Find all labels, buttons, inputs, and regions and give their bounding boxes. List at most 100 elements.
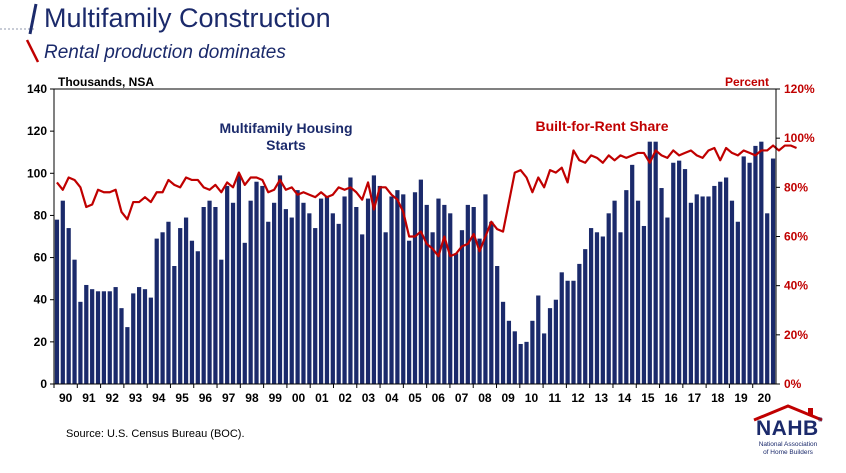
bar bbox=[84, 284, 89, 384]
bar bbox=[137, 287, 142, 384]
x-axis-tick-label: 01 bbox=[315, 391, 329, 405]
bar bbox=[594, 232, 600, 384]
bar bbox=[765, 213, 770, 384]
page-subtitle: Rental production dominates bbox=[44, 42, 286, 63]
bar bbox=[72, 259, 77, 384]
house-roof-icon bbox=[753, 404, 823, 422]
bar bbox=[606, 213, 611, 384]
bar bbox=[254, 181, 259, 384]
x-axis-tick-label: 98 bbox=[245, 391, 259, 405]
bar bbox=[618, 232, 623, 384]
bar bbox=[495, 266, 500, 384]
x-axis-tick-label: 10 bbox=[525, 391, 539, 405]
x-axis-tick-label: 91 bbox=[82, 391, 96, 405]
bar bbox=[735, 221, 740, 384]
bar bbox=[536, 295, 541, 384]
bars-annotation-line2: Starts bbox=[266, 137, 306, 153]
left-axis-tick-label: 100 bbox=[27, 166, 47, 180]
bar bbox=[412, 192, 418, 384]
bar bbox=[242, 242, 247, 384]
bar bbox=[665, 217, 670, 384]
bar bbox=[694, 194, 699, 384]
bar bbox=[647, 141, 652, 384]
bar bbox=[430, 232, 435, 384]
x-axis-tick-label: 09 bbox=[501, 391, 515, 405]
x-axis-tick-label: 18 bbox=[711, 391, 725, 405]
bar bbox=[60, 200, 65, 384]
line-annotation: Built-for-Rent Share bbox=[536, 118, 669, 134]
bar bbox=[260, 185, 265, 384]
x-axis-tick-label: 14 bbox=[618, 391, 632, 405]
nahb-logo: NAHB ® National Association of Home Buil… bbox=[748, 404, 828, 464]
bar bbox=[225, 185, 230, 384]
bar bbox=[588, 228, 594, 384]
bar bbox=[330, 213, 335, 384]
logo-wordmark: NAHB bbox=[756, 417, 819, 440]
bar bbox=[342, 196, 347, 384]
left-axis-tick-label: 20 bbox=[34, 335, 48, 349]
bar bbox=[371, 175, 377, 384]
bar bbox=[729, 200, 735, 384]
bar bbox=[213, 207, 218, 384]
bar bbox=[401, 194, 406, 384]
bar bbox=[248, 200, 253, 384]
x-axis-tick-label: 94 bbox=[152, 391, 166, 405]
x-axis-tick-label: 06 bbox=[432, 391, 446, 405]
x-axis-tick-label: 07 bbox=[455, 391, 469, 405]
bar bbox=[289, 217, 294, 384]
decorative-slash bbox=[25, 3, 40, 63]
bar bbox=[66, 228, 71, 384]
bar bbox=[307, 213, 312, 384]
bar bbox=[336, 223, 341, 384]
bar bbox=[172, 266, 177, 384]
bar bbox=[107, 291, 112, 384]
bar bbox=[542, 333, 547, 384]
x-axis-tick-label: 96 bbox=[199, 391, 213, 405]
bar bbox=[195, 251, 200, 384]
right-axis-tick-label: 0% bbox=[784, 377, 802, 391]
bar bbox=[78, 301, 83, 384]
bar bbox=[459, 230, 465, 384]
right-axis-tick-label: 60% bbox=[784, 230, 808, 244]
bar bbox=[295, 190, 300, 384]
bar bbox=[324, 196, 330, 384]
x-axis-tick-label: 12 bbox=[571, 391, 585, 405]
x-axis-tick-label: 90 bbox=[59, 391, 73, 405]
bar bbox=[318, 198, 324, 384]
bar bbox=[612, 200, 617, 384]
bar bbox=[712, 185, 717, 384]
bar bbox=[682, 169, 688, 384]
logo-registered-mark: ® bbox=[818, 418, 823, 424]
x-axis-tick-label: 17 bbox=[688, 391, 702, 405]
x-axis-tick-label: 08 bbox=[478, 391, 492, 405]
bar bbox=[54, 219, 60, 384]
bar bbox=[500, 301, 506, 384]
bar bbox=[424, 204, 429, 384]
bar bbox=[753, 145, 758, 384]
bar bbox=[671, 162, 676, 384]
bar bbox=[313, 228, 318, 384]
bar bbox=[524, 341, 529, 384]
left-axis-tick-label: 0 bbox=[40, 377, 47, 391]
bar bbox=[706, 196, 711, 384]
x-axis-tick-label: 97 bbox=[222, 391, 236, 405]
source-note: Source: U.S. Census Bureau (BOC). bbox=[66, 428, 245, 440]
bar bbox=[653, 141, 658, 384]
bar bbox=[377, 185, 382, 384]
bar bbox=[219, 259, 224, 384]
bar bbox=[154, 238, 159, 384]
x-axis-tick-label: 92 bbox=[106, 391, 120, 405]
bar bbox=[624, 190, 629, 384]
x-axis-tick-label: 93 bbox=[129, 391, 143, 405]
bar bbox=[635, 200, 641, 384]
x-axis-tick-label: 20 bbox=[758, 391, 772, 405]
bars-annotation-line1: Multifamily Housing bbox=[220, 120, 353, 136]
right-axis-tick-label: 80% bbox=[784, 180, 808, 194]
x-axis-tick-label: 13 bbox=[595, 391, 609, 405]
bar bbox=[465, 204, 470, 384]
left-axis-tick-label: 120 bbox=[27, 124, 47, 138]
bar bbox=[448, 213, 453, 384]
bar bbox=[230, 202, 236, 384]
bar bbox=[148, 297, 153, 384]
